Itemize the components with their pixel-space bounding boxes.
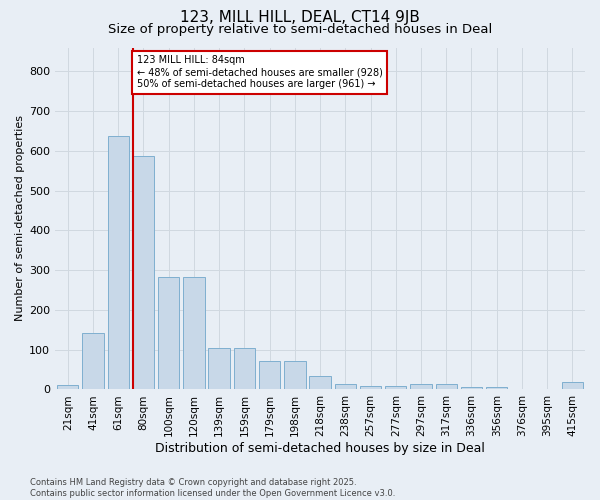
Bar	[133, 156, 154, 390]
Bar	[461, 386, 482, 390]
Y-axis label: Number of semi-detached properties: Number of semi-detached properties	[15, 116, 25, 322]
X-axis label: Distribution of semi-detached houses by size in Deal: Distribution of semi-detached houses by …	[155, 442, 485, 455]
Bar	[57, 386, 79, 390]
Bar	[208, 348, 230, 390]
Bar	[107, 136, 129, 390]
Bar	[436, 384, 457, 390]
Bar	[233, 348, 255, 390]
Text: 123, MILL HILL, DEAL, CT14 9JB: 123, MILL HILL, DEAL, CT14 9JB	[180, 10, 420, 25]
Bar	[335, 384, 356, 390]
Bar	[158, 278, 179, 390]
Bar	[82, 332, 104, 390]
Bar	[310, 376, 331, 390]
Bar	[385, 386, 406, 390]
Bar	[360, 386, 381, 390]
Bar	[284, 361, 305, 390]
Bar	[562, 382, 583, 390]
Bar	[183, 278, 205, 390]
Bar	[259, 361, 280, 390]
Text: Size of property relative to semi-detached houses in Deal: Size of property relative to semi-detach…	[108, 22, 492, 36]
Text: 123 MILL HILL: 84sqm
← 48% of semi-detached houses are smaller (928)
50% of semi: 123 MILL HILL: 84sqm ← 48% of semi-detac…	[137, 56, 382, 88]
Bar	[486, 386, 508, 390]
Text: Contains HM Land Registry data © Crown copyright and database right 2025.
Contai: Contains HM Land Registry data © Crown c…	[30, 478, 395, 498]
Bar	[410, 384, 432, 390]
